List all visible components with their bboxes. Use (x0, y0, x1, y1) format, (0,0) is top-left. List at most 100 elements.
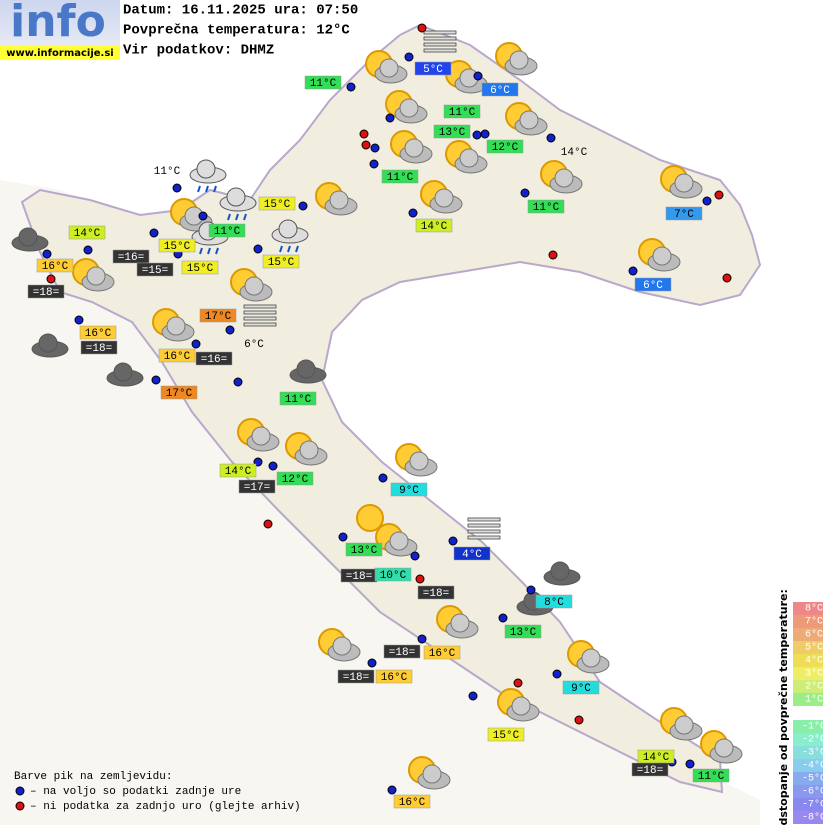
dot-available (191, 339, 201, 349)
scale-swatch (793, 811, 823, 824)
temp-badge (219, 463, 257, 478)
dot-missing (46, 274, 56, 284)
temp-label: 9°C (571, 683, 591, 695)
temp-badge (136, 262, 174, 277)
cloud (113, 362, 133, 382)
cloud (38, 333, 58, 353)
dot-available (151, 375, 161, 385)
date: Datum: 16.11.2025 ura: 07:50 (123, 3, 358, 19)
dot-missing (359, 129, 369, 139)
rain (199, 247, 203, 255)
temp-badge (486, 139, 524, 154)
fog (423, 30, 457, 35)
temp-label: 13°C (439, 127, 466, 139)
temp-badge (181, 260, 219, 275)
dot-available (526, 585, 536, 595)
temp-label: 11°C (154, 166, 181, 178)
legend-missing: – ni podatka za zadnjo uro (glejte arhiv… (30, 801, 301, 813)
temp-label: 14°C (561, 147, 588, 159)
fog (423, 36, 457, 41)
dot-available (408, 208, 418, 218)
dot-missing (263, 519, 273, 529)
temp-badge (345, 542, 383, 557)
dot-missing (714, 190, 724, 200)
temp-label: 11°C (698, 771, 725, 783)
temp-label: 16°C (85, 328, 112, 340)
temp-label: 14°C (74, 228, 101, 240)
scale-label: 1°C (805, 694, 823, 706)
cloud (509, 50, 529, 70)
temp-badge (208, 223, 246, 238)
dot-missing (415, 574, 425, 584)
legend-dot-red (15, 801, 25, 811)
fog (243, 304, 277, 309)
fog (243, 310, 277, 315)
sun (356, 504, 384, 532)
temp-label: 12°C (492, 142, 519, 154)
temp-label: =18= (423, 588, 449, 600)
temp-badge (527, 199, 565, 214)
temp-label: 6°C (244, 339, 264, 351)
temp-label: 11°C (387, 172, 414, 184)
temp-badge (383, 644, 421, 659)
temp-badge (36, 258, 74, 273)
temp-label: 13°C (351, 545, 378, 557)
temp-label: 11°C (533, 202, 560, 214)
scale-label: -6°C (802, 786, 825, 798)
cloud (196, 159, 216, 179)
dot-available (268, 461, 278, 471)
dot-available (253, 244, 263, 254)
rain (279, 245, 283, 253)
fog (467, 517, 501, 522)
temp-badge (158, 238, 196, 253)
temp-label: 10°C (380, 570, 407, 582)
cloud (389, 531, 409, 551)
scale-label: 5°C (805, 642, 823, 654)
cloud (244, 276, 264, 296)
cloud (652, 246, 672, 266)
source: Vir podatkov: DHMZ (123, 43, 274, 59)
temp-badge (453, 546, 491, 561)
cloud (18, 227, 38, 247)
cloud (459, 148, 479, 168)
scale-label: -8°C (802, 812, 825, 824)
temp-badge (112, 249, 150, 264)
temp-label: =18= (33, 287, 59, 299)
cloud (674, 715, 694, 735)
scale-label: -5°C (802, 773, 825, 785)
cloud (422, 764, 442, 784)
cloud (450, 613, 470, 633)
dot-available (702, 196, 712, 206)
cloud (550, 561, 570, 581)
dot-available (370, 143, 380, 153)
scale-label: 7°C (805, 616, 823, 628)
dot-missing (361, 140, 371, 150)
temp-badge (258, 196, 296, 211)
cloud (379, 58, 399, 78)
temp-badge (390, 482, 428, 497)
temp-badge (631, 762, 669, 777)
temp-label: 6°C (643, 280, 663, 292)
temp-label: =18= (343, 672, 369, 684)
temp-label: 8°C (544, 597, 564, 609)
rain (243, 213, 247, 221)
temp-badge (68, 225, 106, 240)
temp-label: =18= (389, 647, 415, 659)
fog (423, 48, 457, 53)
temp-label: 13°C (510, 627, 537, 639)
temp-badge (433, 124, 471, 139)
dot-available (498, 613, 508, 623)
temp-badge (665, 206, 703, 221)
dot-missing (417, 23, 427, 33)
temp-label: 11°C (285, 394, 312, 406)
scale-swatch (793, 746, 823, 759)
cloud (554, 168, 574, 188)
temp-badge (562, 680, 600, 695)
legend-available: – na voljo so podatki zadnje ure (30, 786, 241, 798)
average-temp: Povprečna temperatura: 12°C (123, 23, 350, 39)
cloud (674, 173, 694, 193)
temp-badge (381, 169, 419, 184)
dot-available (42, 249, 52, 259)
rain (287, 245, 291, 253)
dot-available (298, 201, 308, 211)
